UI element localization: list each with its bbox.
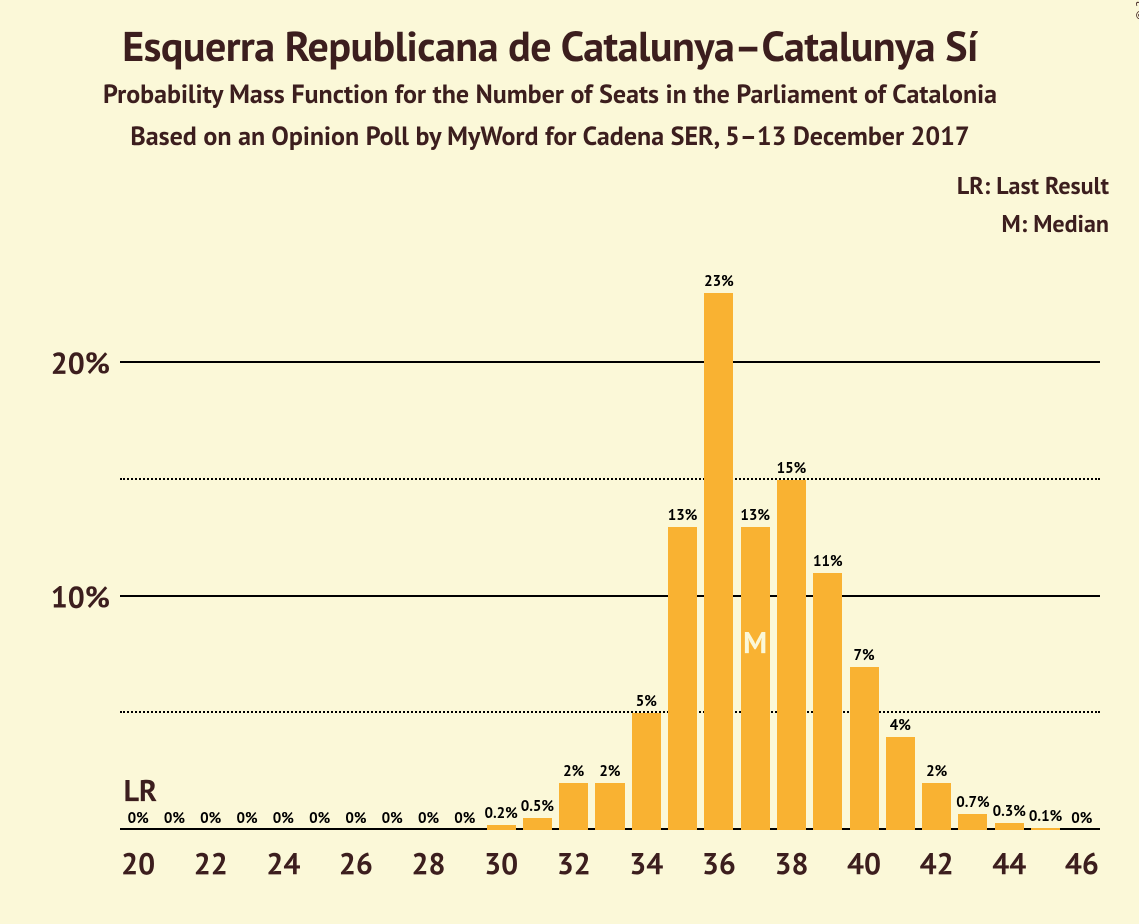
bar: 13% <box>741 527 770 830</box>
x-axis-tick: 34 <box>629 844 663 883</box>
last-result-marker: LR <box>124 771 157 810</box>
x-axis-tick: 44 <box>992 844 1026 883</box>
x-axis-tick: 36 <box>702 844 736 883</box>
bar: 23% <box>704 293 733 830</box>
y-axis-tick: 20% <box>51 344 110 383</box>
bar-value-label: 0% <box>345 809 366 828</box>
copyright-text: © 2017 Filip van Laenen <box>1133 0 1139 20</box>
bar: 0.3% <box>995 823 1024 830</box>
bar-value-label: 0% <box>200 809 221 828</box>
x-axis-tick: 32 <box>557 844 591 883</box>
chart-subtitle-1: Probability Mass Function for the Number… <box>0 78 1100 111</box>
bar: 7% <box>850 667 879 830</box>
bar-value-label: 0% <box>1071 809 1092 828</box>
x-axis-tick: 22 <box>194 844 228 883</box>
bar: 2% <box>559 783 588 830</box>
bar-value-label: 15% <box>777 459 807 478</box>
bar-value-label: 0% <box>454 809 475 828</box>
bar: 0.2% <box>487 825 516 830</box>
bar: 5% <box>632 713 661 830</box>
x-axis-tick: 28 <box>412 844 446 883</box>
bar-value-label: 0% <box>382 809 403 828</box>
chart-title: Esquerra Republicana de Catalunya–Catalu… <box>0 18 1100 73</box>
bar-value-label: 0% <box>236 809 257 828</box>
bar-value-label: 0% <box>418 809 439 828</box>
legend-last-result: LR: Last Result <box>957 170 1109 201</box>
bar-value-label: 0.2% <box>484 804 517 823</box>
bar-value-label: 0.3% <box>993 802 1026 821</box>
bar-value-label: 2% <box>563 762 584 781</box>
x-axis-tick: 40 <box>847 844 881 883</box>
bar: 11% <box>813 573 842 830</box>
bar: 4% <box>886 737 915 830</box>
bar-value-label: 2% <box>599 762 620 781</box>
bar-value-label: 0% <box>164 809 185 828</box>
x-axis-tick: 26 <box>339 844 373 883</box>
bar-value-label: 2% <box>926 762 947 781</box>
bar-value-label: 0.1% <box>1029 807 1062 826</box>
bar: 15% <box>777 480 806 830</box>
x-axis-tick: 30 <box>484 844 518 883</box>
grid-minor <box>120 478 1100 480</box>
grid-major <box>120 595 1100 597</box>
bar-value-label: 13% <box>668 506 698 525</box>
chart-subtitle-2: Based on an Opinion Poll by MyWord for C… <box>0 120 1100 153</box>
bar-value-label: 13% <box>740 506 770 525</box>
bar-value-label: 23% <box>704 272 734 291</box>
x-axis-tick: 46 <box>1065 844 1099 883</box>
bar-value-label: 7% <box>854 646 875 665</box>
y-axis-tick: 10% <box>51 577 110 616</box>
bar: 13% <box>668 527 697 830</box>
bar: 0.5% <box>523 818 552 830</box>
bar: 2% <box>595 783 624 830</box>
bar-value-label: 0% <box>128 809 149 828</box>
bar-value-label: 0.5% <box>521 797 554 816</box>
x-axis-tick: 38 <box>774 844 808 883</box>
bar-value-label: 5% <box>636 692 657 711</box>
bar: 0.1% <box>1031 828 1060 830</box>
bar: 0.7% <box>958 814 987 830</box>
median-marker: M <box>743 623 767 662</box>
bar-value-label: 0.7% <box>956 793 989 812</box>
bar-value-label: 0% <box>273 809 294 828</box>
x-axis-tick: 42 <box>920 844 954 883</box>
bar-value-label: 4% <box>890 716 911 735</box>
bar: 2% <box>922 783 951 830</box>
chart-plot-area: 10%20%0%0%0%0%0%0%0%0%0%0%0.2%0.5%2%2%5%… <box>120 270 1100 830</box>
grid-major <box>120 361 1100 363</box>
grid-minor <box>120 711 1100 713</box>
bar-value-label: 11% <box>813 552 843 571</box>
page-root: Esquerra Republicana de Catalunya–Catalu… <box>0 0 1139 924</box>
bar-value-label: 0% <box>309 809 330 828</box>
x-axis-tick: 24 <box>266 844 300 883</box>
legend-median: M: Median <box>1002 208 1110 239</box>
x-axis-tick: 20 <box>121 844 155 883</box>
